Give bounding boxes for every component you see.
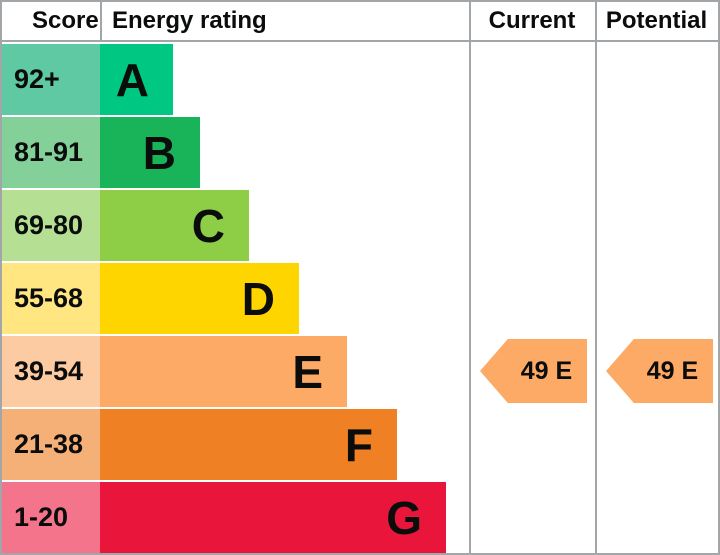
score-column-header: Score: [32, 7, 99, 34]
chart-header: Score Energy rating Current Potential: [2, 2, 718, 42]
band-bar-letter: C: [100, 190, 249, 261]
band-row-f: 21-38 F: [2, 409, 718, 480]
band-bar-letter: A: [100, 44, 173, 115]
band-row-c: 69-80 C: [2, 190, 718, 261]
band-row-a: 92+ A: [2, 44, 718, 115]
energy-rating-column-header: Energy rating: [112, 7, 267, 34]
band-bar-letter: E: [100, 336, 347, 407]
band-score-range: 1-20: [2, 482, 100, 553]
band-score-range: 92+: [2, 44, 100, 115]
bands-rows: 92+ A 81-91 B 69-80 C 55-68 D 39-54 E 49 E 49 E 21-3…: [2, 42, 718, 553]
current-column-divider: [469, 2, 471, 553]
band-row-g: 1-20 G: [2, 482, 718, 553]
current-column-header: Current: [488, 7, 576, 34]
score-column-divider: [100, 2, 102, 42]
band-bar-letter: G: [100, 482, 446, 553]
band-score-range: 69-80: [2, 190, 100, 261]
band-bar-letter: D: [100, 263, 299, 334]
potential-rating-arrow: 49 E: [606, 339, 713, 403]
band-row-e: 39-54 E 49 E 49 E: [2, 336, 718, 407]
band-score-range: 21-38: [2, 409, 100, 480]
band-score-range: 39-54: [2, 336, 100, 407]
current-rating-arrow: 49 E: [480, 339, 587, 403]
band-bar-letter: B: [100, 117, 200, 188]
band-score-range: 55-68: [2, 263, 100, 334]
potential-column-header: Potential: [605, 7, 708, 34]
band-row-d: 55-68 D: [2, 263, 718, 334]
band-row-b: 81-91 B: [2, 117, 718, 188]
band-score-range: 81-91: [2, 117, 100, 188]
band-bar-letter: F: [100, 409, 397, 480]
potential-column-divider: [595, 2, 597, 553]
